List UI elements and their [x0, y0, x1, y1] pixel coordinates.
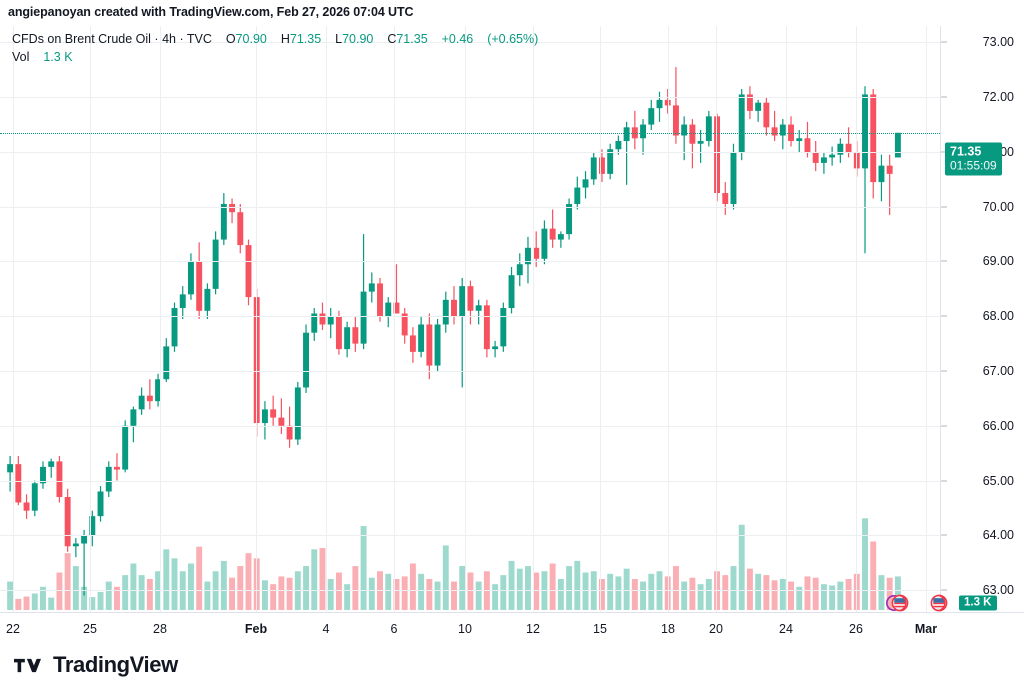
grid-line-horizontal [0, 535, 940, 537]
time-tick-label: 18 [661, 622, 675, 636]
price-tick-dash [941, 315, 947, 317]
grid-line-vertical [465, 26, 466, 612]
price-tick-label: 69.00 [982, 254, 1014, 269]
time-tick-label: 4 [322, 622, 330, 636]
time-tick-label: 15 [593, 622, 607, 636]
price-tick-dash [941, 151, 947, 153]
grid-line-vertical [326, 26, 327, 612]
price-tick-label: 68.00 [982, 309, 1014, 324]
price-tick-dash [941, 41, 947, 43]
grid-line-vertical [668, 26, 669, 612]
current-price-value: 71.35 [950, 144, 982, 159]
time-tick-label: 12 [526, 622, 540, 636]
time-tick-label: 6 [390, 622, 398, 636]
grid-line-vertical [600, 26, 601, 612]
volume-badge: 1.3 K [959, 595, 997, 611]
price-tick-label: 64.00 [982, 528, 1014, 543]
time-tick-label: 26 [849, 622, 863, 636]
price-tick-dash [941, 206, 947, 208]
tradingview-wordmark: TradingView [53, 652, 178, 677]
candlestick-series [7, 67, 901, 611]
price-tick-dash [941, 425, 947, 427]
grid-line-horizontal [0, 590, 940, 592]
grid-line-vertical [533, 26, 534, 612]
time-tick-label: Feb [244, 622, 268, 636]
grid-line-vertical [856, 26, 857, 612]
price-tick-label: 66.00 [982, 418, 1014, 433]
time-tick-label: 28 [153, 622, 167, 636]
price-tick-label: 63.00 [982, 583, 1014, 598]
grid-line-horizontal [0, 97, 940, 99]
current-price-line [0, 132, 940, 134]
chart-plot-area[interactable] [0, 26, 940, 612]
time-tick-label: 24 [779, 622, 793, 636]
session-indicator-icon-right[interactable] [928, 590, 950, 616]
time-axis[interactable]: 22 25 28 Feb 4 6 10 12 15 18 20 24 26 Mar [0, 612, 1024, 648]
grid-line-vertical [716, 26, 717, 612]
time-tick-label: 22 [6, 622, 20, 636]
grid-line-horizontal [0, 371, 940, 373]
time-tick-label: 25 [83, 622, 97, 636]
grid-line-vertical [160, 26, 161, 612]
grid-line-vertical [13, 26, 14, 612]
price-tick-label: 70.00 [982, 199, 1014, 214]
price-tick-label: 67.00 [982, 364, 1014, 379]
price-axis[interactable]: 71.35 01:55:09 1.3 K 73.0072.0071.0070.0… [940, 26, 1024, 612]
time-tick-label: Mar [914, 622, 938, 636]
price-tick-label: 73.00 [982, 35, 1014, 50]
current-price-badge: 71.35 01:55:09 [945, 142, 1002, 176]
bar-countdown: 01:55:09 [950, 158, 997, 173]
price-tick-dash [941, 534, 947, 536]
grid-line-vertical [926, 26, 927, 612]
tradingview-logo-icon [14, 656, 44, 675]
session-indicator-icon-left[interactable] [884, 590, 910, 616]
tradingview-brand: TradingView [14, 652, 178, 678]
price-tick-dash [941, 480, 947, 482]
price-tick-dash [941, 260, 947, 262]
grid-line-vertical [256, 26, 257, 612]
grid-line-horizontal [0, 151, 940, 153]
price-tick-dash [941, 370, 947, 372]
time-tick-label: 10 [458, 622, 472, 636]
time-tick-label: 20 [709, 622, 723, 636]
grid-line-horizontal [0, 261, 940, 263]
price-tick-label: 72.00 [982, 90, 1014, 105]
price-tick-dash [941, 96, 947, 98]
grid-line-vertical [786, 26, 787, 612]
grid-line-horizontal [0, 42, 940, 44]
price-tick-label: 65.00 [982, 473, 1014, 488]
grid-line-vertical [394, 26, 395, 612]
attribution-text: angiepanoyan created with TradingView.co… [8, 5, 414, 19]
price-tick-dash [941, 589, 947, 591]
grid-line-horizontal [0, 206, 940, 208]
grid-line-horizontal [0, 480, 940, 482]
grid-line-horizontal [0, 316, 940, 318]
grid-line-horizontal [0, 425, 940, 427]
grid-line-vertical [90, 26, 91, 612]
